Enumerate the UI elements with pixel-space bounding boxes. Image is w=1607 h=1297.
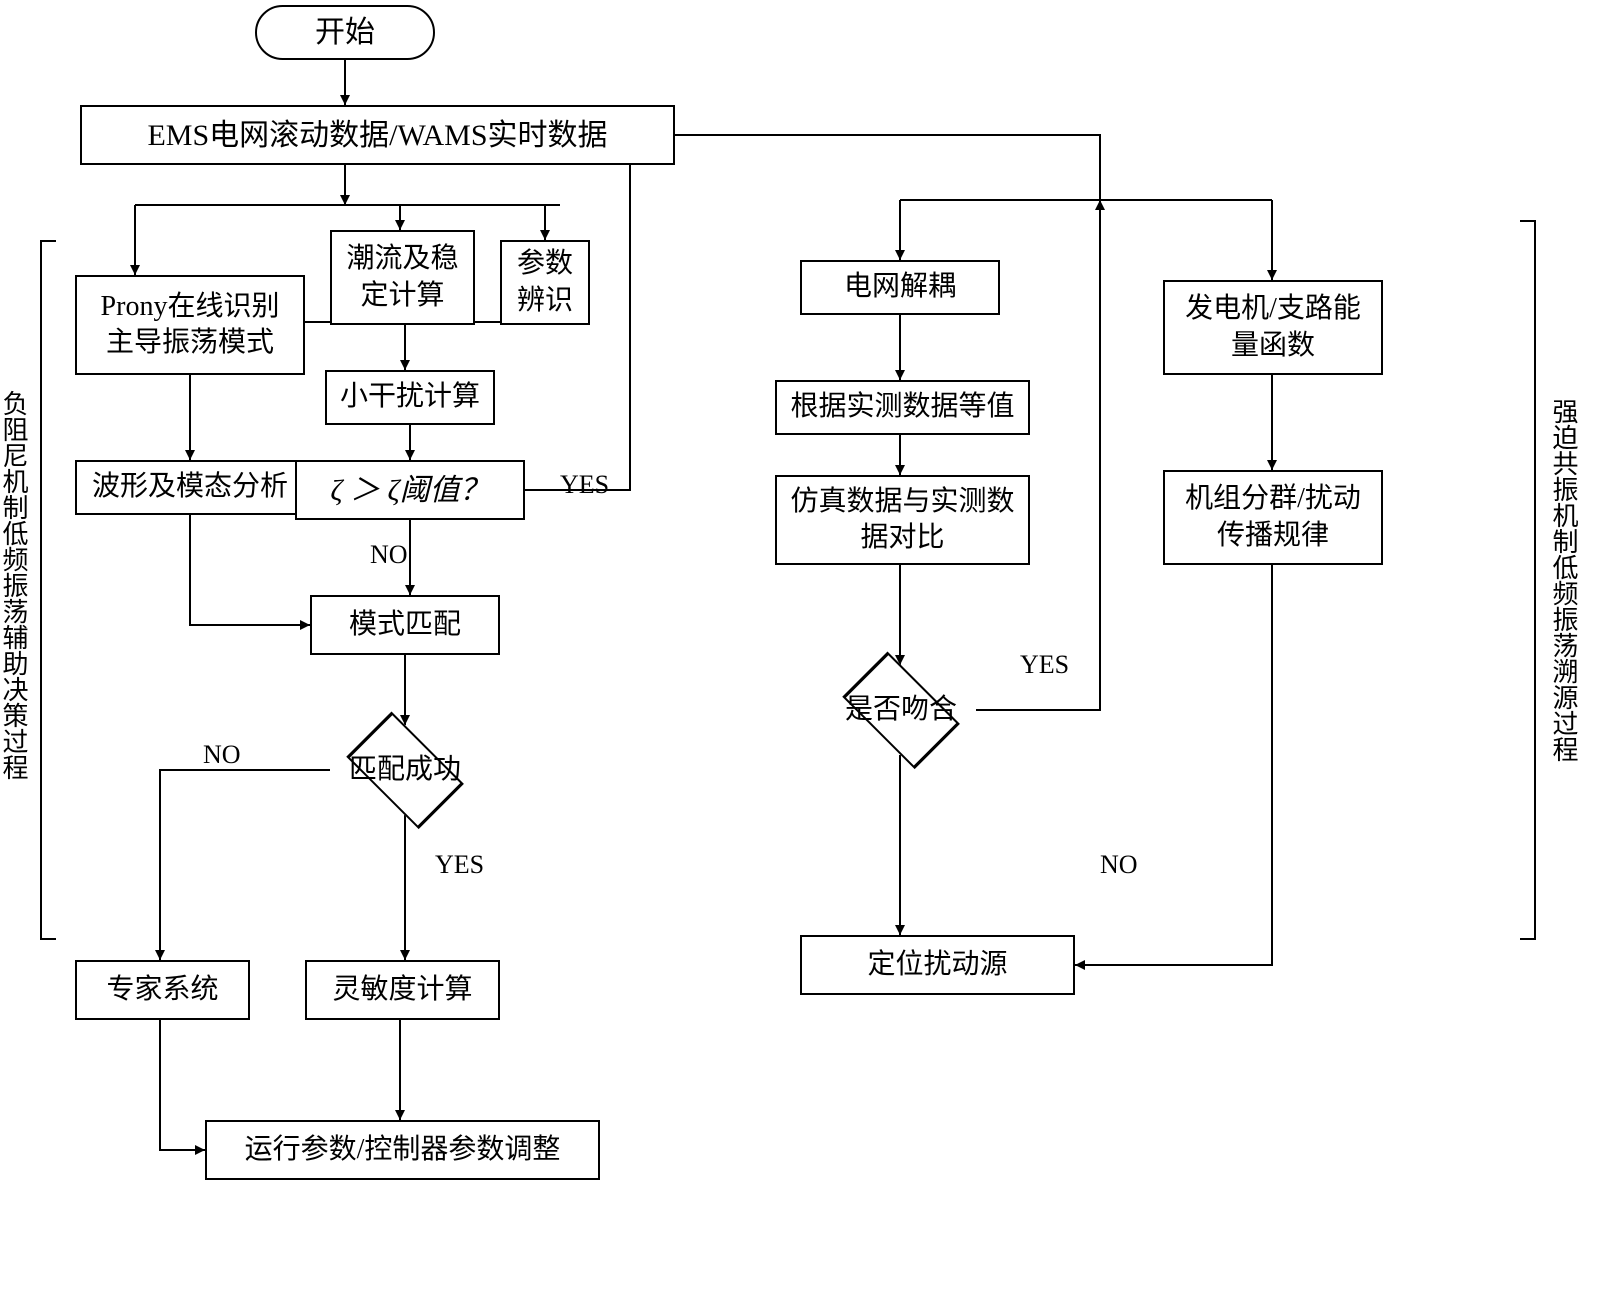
flow-title-left: 负阻尼机制低频振荡辅助决策过程: [0, 260, 26, 910]
label-yes3: YES: [1020, 650, 1069, 680]
node-match_ok: 匹配成功: [330, 725, 480, 815]
node-decouple: 电网解耦: [800, 260, 1000, 315]
node-equiv: 根据实测数据等值: [775, 380, 1030, 435]
node-flow: 潮流及稳定计算: [330, 230, 475, 325]
edge-16: [160, 770, 330, 960]
node-energy: 发电机/支路能量函数: [1163, 280, 1383, 375]
node-compare: 仿真数据与实测数据对比: [775, 475, 1030, 565]
node-wave: 波形及模态分析: [75, 460, 305, 515]
edge-30: [1075, 565, 1272, 965]
node-expert: 专家系统: [75, 960, 250, 1020]
node-locate: 定位扰动源: [800, 935, 1075, 995]
node-prony: Prony在线识别主导振荡模式: [75, 275, 305, 375]
bracket-right: [1520, 220, 1536, 940]
edge-20: [675, 135, 1100, 200]
node-fit: 是否吻合: [826, 665, 976, 755]
node-sens: 灵敏度计算: [305, 960, 500, 1020]
node-adjust: 运行参数/控制器参数调整: [205, 1120, 600, 1180]
label-no3: NO: [1100, 850, 1138, 880]
node-data: EMS电网滚动数据/WAMS实时数据: [80, 105, 675, 165]
node-start: 开始: [255, 5, 435, 60]
edge-14: [190, 515, 310, 625]
flow-title-right: 强迫共振机制低频振荡溯源过程: [1550, 240, 1576, 920]
node-zeta: ζ ＞ ζ阈值？: [295, 460, 525, 520]
label-yes2: YES: [435, 850, 484, 880]
label-no2: NO: [203, 740, 241, 770]
node-disturb: 小干扰计算: [325, 370, 495, 425]
node-group: 机组分群/扰动传播规律: [1163, 470, 1383, 565]
node-param: 参数辨识: [500, 240, 590, 325]
label-yes1: YES: [560, 470, 609, 500]
label-no1: NO: [370, 540, 408, 570]
edge-18: [160, 1020, 205, 1150]
bracket-left: [40, 240, 56, 940]
node-match: 模式匹配: [310, 595, 500, 655]
